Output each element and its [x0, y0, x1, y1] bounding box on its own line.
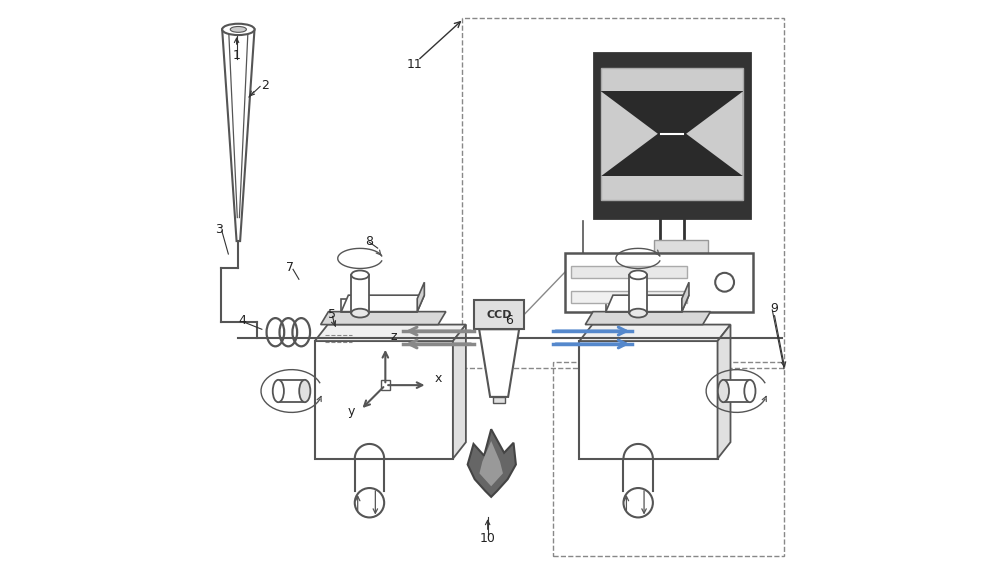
Bar: [565, 253, 753, 312]
Bar: [351, 275, 369, 313]
Bar: [315, 341, 453, 459]
Ellipse shape: [629, 309, 647, 318]
Text: 6: 6: [505, 314, 513, 327]
Bar: [601, 91, 743, 176]
Text: y: y: [348, 405, 355, 417]
Polygon shape: [453, 325, 466, 459]
Ellipse shape: [351, 270, 369, 279]
Polygon shape: [718, 325, 730, 459]
Ellipse shape: [351, 309, 369, 318]
Ellipse shape: [273, 380, 284, 402]
Polygon shape: [417, 282, 424, 312]
Ellipse shape: [222, 24, 255, 35]
Circle shape: [715, 273, 734, 292]
Polygon shape: [579, 325, 730, 341]
Ellipse shape: [230, 26, 246, 32]
Text: 8: 8: [365, 235, 373, 248]
Polygon shape: [479, 329, 519, 397]
Bar: [493, 397, 505, 403]
Circle shape: [355, 488, 384, 517]
Bar: [381, 380, 390, 390]
Ellipse shape: [299, 380, 310, 402]
Polygon shape: [601, 92, 658, 176]
Text: 4: 4: [239, 314, 246, 327]
Polygon shape: [341, 295, 424, 312]
Polygon shape: [315, 325, 466, 341]
Bar: [462, 18, 784, 367]
Text: 1: 1: [233, 49, 241, 62]
Polygon shape: [321, 312, 446, 325]
Text: 9: 9: [771, 302, 779, 315]
Text: 10: 10: [480, 532, 496, 544]
Polygon shape: [222, 29, 255, 241]
Ellipse shape: [718, 380, 729, 402]
Polygon shape: [686, 92, 743, 176]
Polygon shape: [606, 295, 689, 312]
Text: z: z: [390, 330, 397, 343]
Text: x: x: [434, 372, 442, 385]
Ellipse shape: [629, 270, 647, 279]
Bar: [601, 68, 743, 200]
Bar: [553, 362, 784, 556]
Text: 3: 3: [215, 223, 223, 236]
Text: 5: 5: [328, 308, 336, 321]
Circle shape: [623, 488, 653, 517]
Polygon shape: [468, 429, 516, 497]
Polygon shape: [682, 282, 689, 312]
Bar: [579, 341, 718, 459]
Bar: [341, 299, 417, 312]
Bar: [594, 53, 750, 218]
Text: 7: 7: [286, 261, 294, 274]
Bar: [654, 240, 708, 253]
Bar: [629, 275, 647, 313]
Polygon shape: [585, 312, 710, 325]
Text: 2: 2: [261, 79, 269, 92]
Bar: [571, 291, 687, 303]
Ellipse shape: [744, 380, 755, 402]
Text: 11: 11: [407, 58, 423, 71]
Polygon shape: [479, 441, 503, 486]
Bar: [606, 299, 682, 312]
Bar: [571, 266, 687, 278]
Text: CCD: CCD: [486, 309, 512, 320]
Bar: [474, 300, 524, 329]
Bar: [723, 380, 750, 402]
Bar: [278, 380, 305, 402]
